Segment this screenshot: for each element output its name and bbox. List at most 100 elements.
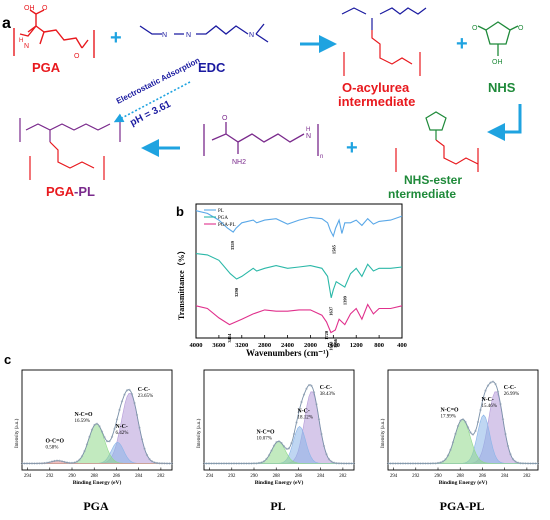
nhs-ester-structure <box>395 111 479 172</box>
xps-data-point <box>68 461 71 464</box>
xps-data-point <box>95 422 99 425</box>
xps-data-point <box>449 448 452 451</box>
xps-tick-label: 294 <box>24 474 32 479</box>
pl-n: N <box>306 133 311 140</box>
xps-peak-percent: 26.99% <box>504 392 519 397</box>
xps-data-point <box>479 408 482 412</box>
xps-component-peak <box>204 441 354 464</box>
xps-peak-percent: 10.07% <box>256 436 271 441</box>
xps-data-point <box>125 389 129 392</box>
xps-data-point <box>153 461 156 464</box>
xps-xlabel: Binding Energy (eV) <box>439 479 488 486</box>
xps-data-point <box>90 428 94 431</box>
xps-data-point <box>108 440 111 443</box>
xps-data-point <box>426 462 430 465</box>
xps-data-point <box>529 462 532 465</box>
xps-data-point <box>320 433 323 436</box>
xps-tick-label: 288 <box>273 474 281 479</box>
ftir-peak-label: 1399 <box>342 295 347 305</box>
nhs-oh: OH <box>492 59 503 66</box>
xps-data-point <box>391 462 395 465</box>
xps-data-point <box>459 419 462 422</box>
xps-data-point <box>30 462 34 465</box>
xps-data-point <box>345 462 348 465</box>
o-acylurea-line1: O-acylurea <box>342 80 410 95</box>
xps-peak-name: N-C=O <box>440 407 459 413</box>
xps-peak-name: C-C- <box>504 385 516 391</box>
xps-data-point <box>466 426 470 429</box>
xps-data-point <box>38 462 41 465</box>
xps-data-point <box>350 462 353 465</box>
xps-data-point <box>514 460 517 463</box>
xps-data-point <box>421 462 425 465</box>
xps-data-point <box>534 462 537 465</box>
xps-tick-label: 292 <box>412 474 420 479</box>
panel-label-b: b <box>176 204 184 219</box>
xps-peak-name: O-C=O <box>46 439 65 445</box>
xps-data-point <box>476 420 480 423</box>
xps-data-point <box>242 462 246 465</box>
xps-data-point <box>471 433 475 436</box>
xps-data-point <box>265 457 268 460</box>
xps-peak-percent: 6.42% <box>116 431 129 436</box>
xps-data-point <box>138 426 141 429</box>
xps-data-point <box>315 403 318 406</box>
ftir-tick-label: 3600 <box>212 342 225 349</box>
ftir-tick-label: 1600 <box>327 342 340 349</box>
electrostatic-label: Electrostatic Adsorption <box>115 56 202 106</box>
edc-n1: N <box>162 32 167 39</box>
xps-data-point <box>237 462 241 465</box>
xps-data-point <box>110 435 114 438</box>
xps-data-point <box>245 462 248 465</box>
xps-data-point <box>115 418 119 421</box>
ftir-xlabel: Wavenumbers (cm⁻¹) <box>246 348 329 358</box>
xps-data-point <box>310 384 313 387</box>
xps-data-point <box>75 460 79 463</box>
xps-data-point <box>444 458 447 461</box>
xps-data-point <box>277 440 281 443</box>
nhs-o1: O <box>472 25 478 32</box>
xps-peak-name: C-C- <box>320 385 332 391</box>
xps-data-point <box>536 462 540 465</box>
xps-data-point <box>305 387 308 390</box>
xps-data-point <box>130 393 134 396</box>
xps-data-point <box>494 383 497 386</box>
pl-sub-n: n <box>320 154 323 160</box>
pga-o: O <box>42 5 48 12</box>
pga-pl-part2: -PL <box>74 184 95 199</box>
ftir-peak-label: 1637 <box>329 306 334 316</box>
xps-data-point <box>232 462 236 465</box>
xps-data-point <box>330 460 333 463</box>
xps-data-point <box>23 462 26 465</box>
xps-tick-label: 290 <box>68 474 76 479</box>
panel-label-c: c <box>4 352 11 367</box>
xps-peak-percent: 0.58% <box>46 446 59 451</box>
xps-data-point <box>401 462 405 465</box>
ftir-series-pga-pl <box>195 303 403 334</box>
xps-data-point <box>327 458 331 461</box>
xps-plot-pl: 294 292 290 288 286 284 282 Binding Energy (eV)… <box>197 369 356 513</box>
xps-peak-percent: 17.99% <box>440 414 455 419</box>
xps-data-point <box>220 462 223 465</box>
xps-data-point <box>409 462 412 465</box>
pl-structure <box>203 122 319 156</box>
xps-data-point <box>509 453 512 456</box>
xps-data-point <box>456 424 460 428</box>
xps-data-point <box>337 462 341 465</box>
pl-h: H <box>306 127 310 133</box>
xps-data-point <box>524 462 527 465</box>
xps-data-point <box>521 462 525 465</box>
xps-peak-percent: 16.59% <box>74 419 89 424</box>
ftir-plot-frame <box>195 203 403 339</box>
xps-data-point <box>222 462 226 465</box>
xps-ylabel: Intensity (a.u.) <box>15 418 20 448</box>
xps-data-point <box>531 462 535 465</box>
xps-data-point <box>389 462 392 465</box>
xps-plot-pga: 294 292 290 288 286 284 282 Binding Energy (eV)… <box>15 369 174 513</box>
xps-data-point <box>252 462 256 465</box>
xps-component-peak <box>22 423 172 464</box>
xps-data-point <box>250 462 253 465</box>
xps-data-point <box>65 461 69 464</box>
xps-data-point <box>58 459 61 462</box>
edc-n3: N <box>249 32 254 39</box>
